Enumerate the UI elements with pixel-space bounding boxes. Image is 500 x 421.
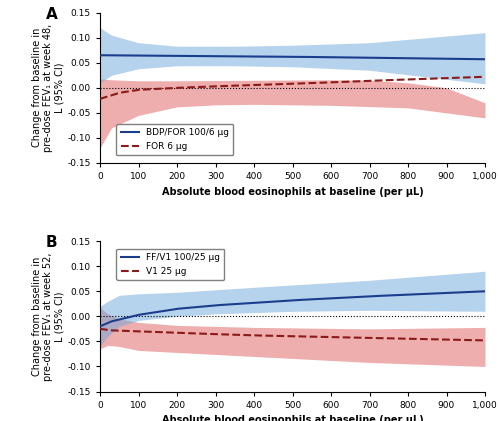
Text: B: B (46, 235, 58, 250)
V1 25 μg (482, 338, 488, 343)
FF/V1 100/25 μg (196, 304, 202, 309)
Line: FOR 6 μg: FOR 6 μg (100, 77, 485, 99)
FOR 6 μg (271, 82, 277, 87)
FOR 6 μg (387, 77, 393, 83)
X-axis label: Absolute blood eosinophils at baseline (per μL): Absolute blood eosinophils at baseline (… (162, 415, 424, 421)
V1 25 μg (97, 326, 103, 331)
BDP/FOR 100/6 μg (271, 54, 277, 59)
FF/V1 100/25 μg (482, 289, 488, 294)
FOR 6 μg (324, 80, 330, 85)
FOR 6 μg (97, 96, 103, 101)
FF/V1 100/25 μg (387, 293, 393, 298)
FF/V1 100/25 μg (271, 299, 277, 304)
V1 25 μg (387, 336, 393, 341)
Y-axis label: Change from baseline in
pre-dose FEV₁ at week 52,
L (95% CI): Change from baseline in pre-dose FEV₁ at… (32, 252, 65, 381)
BDP/FOR 100/6 μg (482, 57, 488, 62)
V1 25 μg (324, 334, 330, 339)
BDP/FOR 100/6 μg (324, 55, 330, 60)
X-axis label: Absolute blood eosinophils at baseline (per μL): Absolute blood eosinophils at baseline (… (162, 187, 424, 197)
Line: BDP/FOR 100/6 μg: BDP/FOR 100/6 μg (100, 55, 485, 59)
FF/V1 100/25 μg (354, 294, 360, 299)
Legend: FF/V1 100/25 μg, V1 25 μg: FF/V1 100/25 μg, V1 25 μg (116, 249, 224, 280)
V1 25 μg (354, 335, 360, 340)
BDP/FOR 100/6 μg (196, 53, 202, 59)
V1 25 μg (165, 330, 171, 335)
Text: A: A (46, 7, 58, 21)
Legend: BDP/FOR 100/6 μg, FOR 6 μg: BDP/FOR 100/6 μg, FOR 6 μg (116, 124, 234, 155)
FF/V1 100/25 μg (165, 308, 171, 313)
Line: V1 25 μg: V1 25 μg (100, 329, 485, 341)
BDP/FOR 100/6 μg (387, 56, 393, 61)
FF/V1 100/25 μg (97, 324, 103, 329)
FF/V1 100/25 μg (324, 296, 330, 301)
BDP/FOR 100/6 μg (354, 55, 360, 60)
FOR 6 μg (354, 79, 360, 84)
Line: FF/V1 100/25 μg: FF/V1 100/25 μg (100, 291, 485, 326)
V1 25 μg (271, 333, 277, 338)
V1 25 μg (196, 331, 202, 336)
BDP/FOR 100/6 μg (165, 53, 171, 58)
FOR 6 μg (196, 85, 202, 90)
FOR 6 μg (482, 74, 488, 79)
FOR 6 μg (165, 86, 171, 91)
Y-axis label: Change from baseline in
pre-dose FEV₁ at week 48,
L (95% CI): Change from baseline in pre-dose FEV₁ at… (32, 24, 65, 152)
BDP/FOR 100/6 μg (97, 53, 103, 58)
